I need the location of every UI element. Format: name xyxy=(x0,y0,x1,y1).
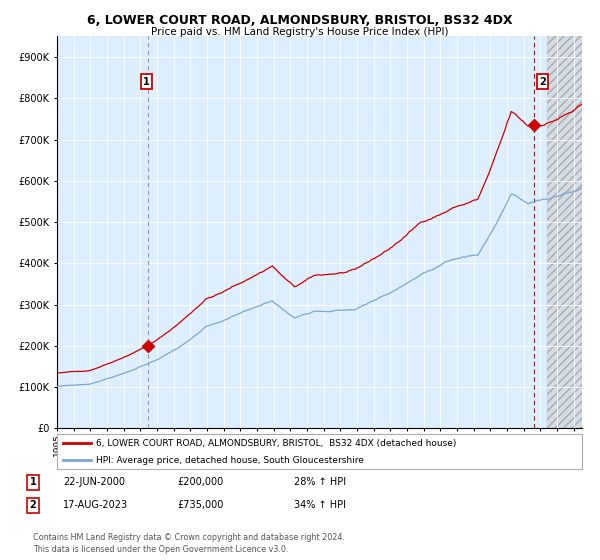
Text: £200,000: £200,000 xyxy=(177,477,223,487)
Text: 6, LOWER COURT ROAD, ALMONDSBURY, BRISTOL, BS32 4DX: 6, LOWER COURT ROAD, ALMONDSBURY, BRISTO… xyxy=(87,14,513,27)
Text: 2: 2 xyxy=(29,500,37,510)
Text: 1: 1 xyxy=(29,477,37,487)
Text: Contains HM Land Registry data © Crown copyright and database right 2024.
This d: Contains HM Land Registry data © Crown c… xyxy=(33,533,345,554)
Bar xyxy=(547,36,582,428)
Text: 2: 2 xyxy=(539,77,546,87)
Text: HPI: Average price, detached house, South Gloucestershire: HPI: Average price, detached house, Sout… xyxy=(97,456,364,465)
Text: 17-AUG-2023: 17-AUG-2023 xyxy=(63,500,128,510)
Text: 34% ↑ HPI: 34% ↑ HPI xyxy=(294,500,346,510)
Text: 28% ↑ HPI: 28% ↑ HPI xyxy=(294,477,346,487)
Text: 6, LOWER COURT ROAD, ALMONDSBURY, BRISTOL,  BS32 4DX (detached house): 6, LOWER COURT ROAD, ALMONDSBURY, BRISTO… xyxy=(97,438,457,447)
Text: 22-JUN-2000: 22-JUN-2000 xyxy=(63,477,125,487)
Text: 1: 1 xyxy=(143,77,150,87)
Text: £735,000: £735,000 xyxy=(177,500,223,510)
Bar xyxy=(547,36,582,428)
Text: Price paid vs. HM Land Registry's House Price Index (HPI): Price paid vs. HM Land Registry's House … xyxy=(151,27,449,37)
